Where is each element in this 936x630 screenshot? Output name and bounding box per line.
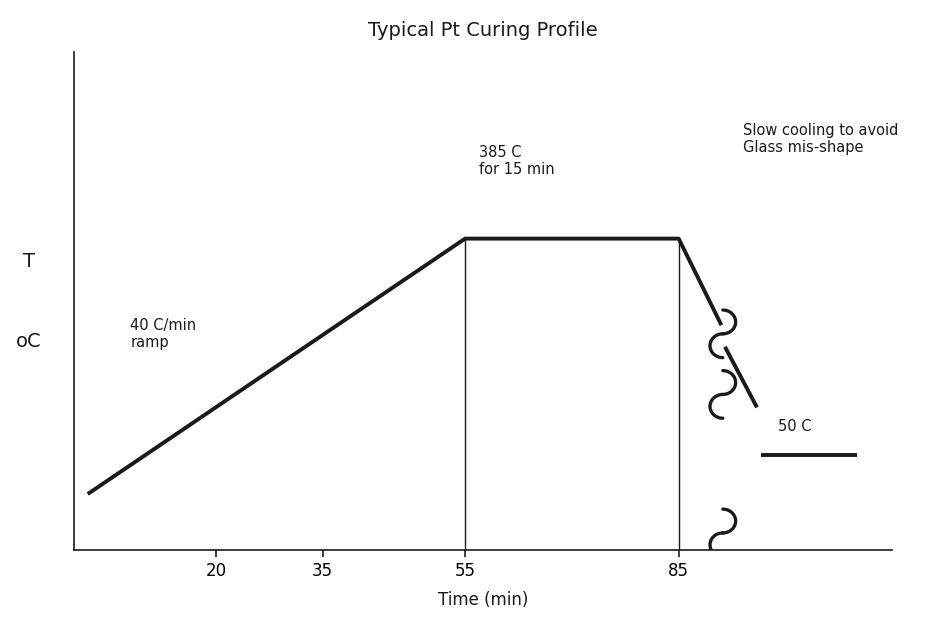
Title: Typical Pt Curing Profile: Typical Pt Curing Profile [368, 21, 598, 40]
Text: 385 C
for 15 min: 385 C for 15 min [479, 144, 555, 177]
Text: 40 C/min
ramp: 40 C/min ramp [130, 318, 197, 350]
Text: oC: oC [16, 332, 41, 351]
X-axis label: Time (min): Time (min) [438, 591, 528, 609]
Text: T: T [22, 252, 35, 271]
Text: 50 C: 50 C [779, 420, 812, 435]
Text: Slow cooling to avoid
Glass mis-shape: Slow cooling to avoid Glass mis-shape [743, 123, 899, 155]
